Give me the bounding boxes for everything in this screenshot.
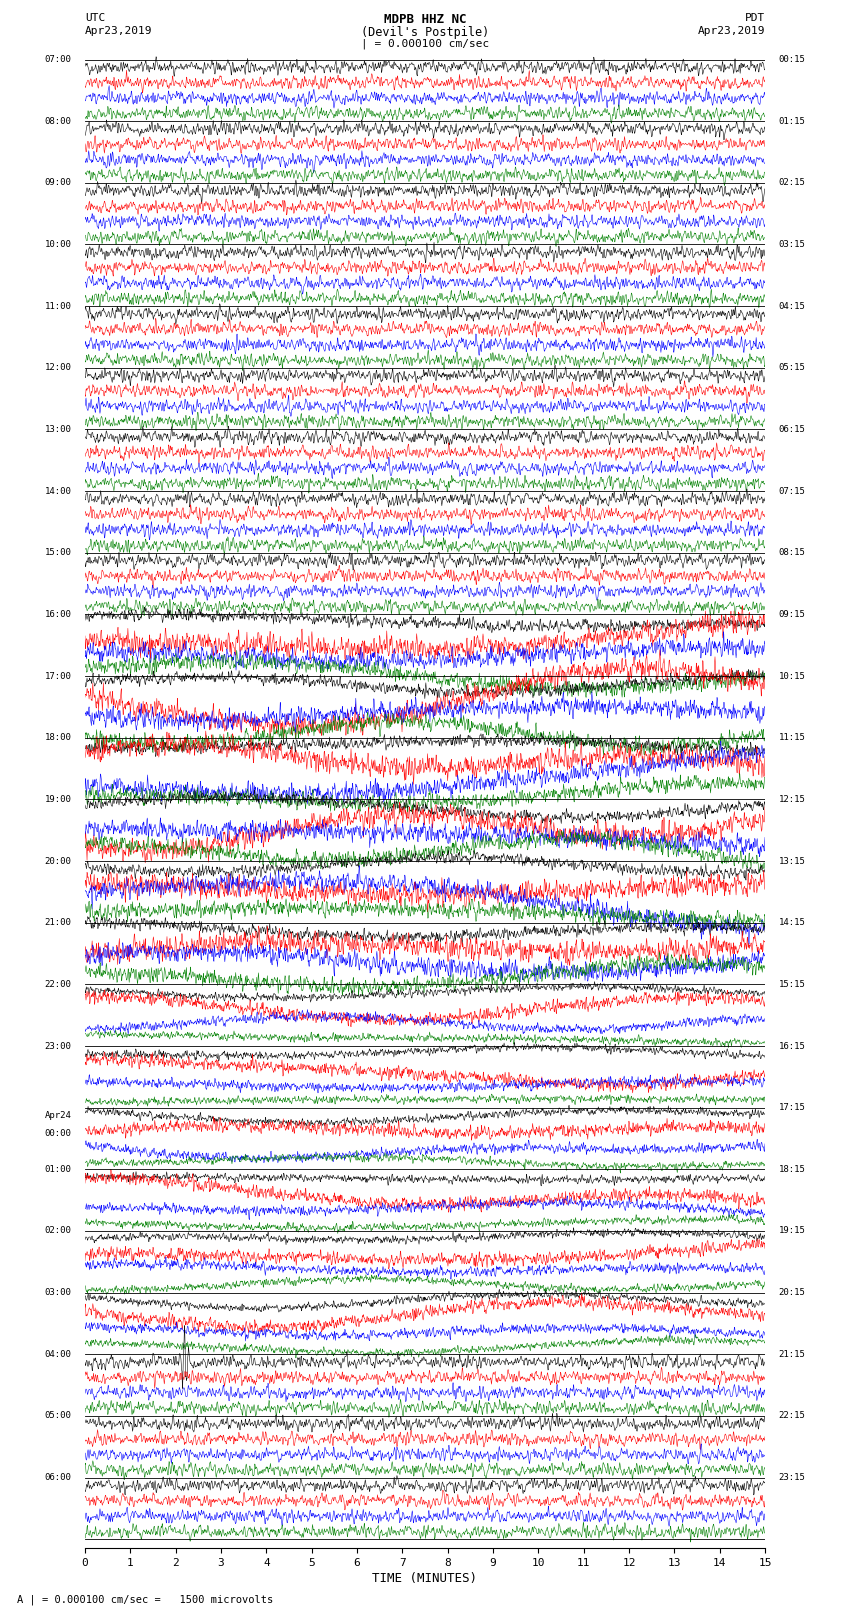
X-axis label: TIME (MINUTES): TIME (MINUTES) (372, 1573, 478, 1586)
Text: 19:15: 19:15 (779, 1226, 806, 1236)
Text: 16:00: 16:00 (44, 610, 71, 619)
Text: 12:00: 12:00 (44, 363, 71, 373)
Text: 02:15: 02:15 (779, 179, 806, 187)
Text: 19:00: 19:00 (44, 795, 71, 803)
Text: 08:00: 08:00 (44, 116, 71, 126)
Text: 00:00: 00:00 (44, 1129, 71, 1139)
Text: 12:15: 12:15 (779, 795, 806, 803)
Text: 11:00: 11:00 (44, 302, 71, 311)
Text: 05:00: 05:00 (44, 1411, 71, 1421)
Text: 06:00: 06:00 (44, 1473, 71, 1482)
Text: Apr24: Apr24 (44, 1111, 71, 1119)
Text: 18:00: 18:00 (44, 734, 71, 742)
Text: 13:00: 13:00 (44, 424, 71, 434)
Text: 03:00: 03:00 (44, 1289, 71, 1297)
Text: 00:15: 00:15 (779, 55, 806, 65)
Text: 04:15: 04:15 (779, 302, 806, 311)
Text: 05:15: 05:15 (779, 363, 806, 373)
Text: Apr23,2019: Apr23,2019 (698, 26, 765, 35)
Text: 15:00: 15:00 (44, 548, 71, 556)
Text: 01:00: 01:00 (44, 1165, 71, 1174)
Text: 17:00: 17:00 (44, 671, 71, 681)
Text: 16:15: 16:15 (779, 1042, 806, 1050)
Text: A | = 0.000100 cm/sec =   1500 microvolts: A | = 0.000100 cm/sec = 1500 microvolts (17, 1594, 273, 1605)
Text: 21:00: 21:00 (44, 918, 71, 927)
Text: | = 0.000100 cm/sec: | = 0.000100 cm/sec (361, 39, 489, 50)
Text: 22:15: 22:15 (779, 1411, 806, 1421)
Text: Apr23,2019: Apr23,2019 (85, 26, 152, 35)
Text: MDPB HHZ NC: MDPB HHZ NC (383, 13, 467, 26)
Text: 03:15: 03:15 (779, 240, 806, 248)
Text: 21:15: 21:15 (779, 1350, 806, 1358)
Text: 10:15: 10:15 (779, 671, 806, 681)
Text: 08:15: 08:15 (779, 548, 806, 556)
Text: 09:15: 09:15 (779, 610, 806, 619)
Text: 22:00: 22:00 (44, 979, 71, 989)
Text: 06:15: 06:15 (779, 424, 806, 434)
Text: UTC: UTC (85, 13, 105, 23)
Text: 14:15: 14:15 (779, 918, 806, 927)
Text: 11:15: 11:15 (779, 734, 806, 742)
Text: 23:00: 23:00 (44, 1042, 71, 1050)
Text: 02:00: 02:00 (44, 1226, 71, 1236)
Text: 10:00: 10:00 (44, 240, 71, 248)
Text: 07:00: 07:00 (44, 55, 71, 65)
Text: 20:00: 20:00 (44, 857, 71, 866)
Text: 04:00: 04:00 (44, 1350, 71, 1358)
Text: 07:15: 07:15 (779, 487, 806, 495)
Text: 01:15: 01:15 (779, 116, 806, 126)
Text: 15:15: 15:15 (779, 979, 806, 989)
Text: 17:15: 17:15 (779, 1103, 806, 1111)
Text: 20:15: 20:15 (779, 1289, 806, 1297)
Text: 18:15: 18:15 (779, 1165, 806, 1174)
Text: 09:00: 09:00 (44, 179, 71, 187)
Text: PDT: PDT (745, 13, 765, 23)
Text: (Devil's Postpile): (Devil's Postpile) (361, 26, 489, 39)
Text: 14:00: 14:00 (44, 487, 71, 495)
Text: 23:15: 23:15 (779, 1473, 806, 1482)
Text: 13:15: 13:15 (779, 857, 806, 866)
